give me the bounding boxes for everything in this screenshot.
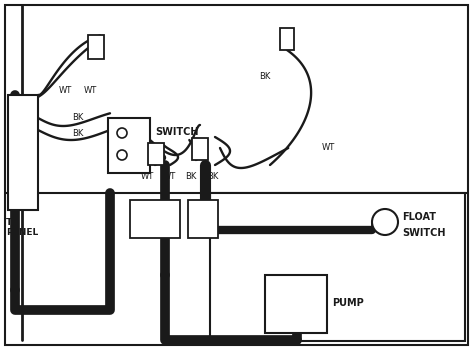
Circle shape bbox=[372, 209, 398, 235]
Text: BK: BK bbox=[72, 113, 83, 122]
Bar bbox=[188, 200, 218, 238]
Circle shape bbox=[117, 150, 127, 160]
Bar bbox=[8, 95, 38, 210]
Text: WT: WT bbox=[58, 86, 72, 95]
Text: WT: WT bbox=[163, 172, 176, 181]
Bar bbox=[280, 28, 294, 50]
Text: BK: BK bbox=[207, 172, 219, 181]
Bar bbox=[148, 143, 164, 165]
Bar bbox=[210, 193, 465, 341]
Text: TO
PANEL: TO PANEL bbox=[6, 218, 38, 237]
Text: WT: WT bbox=[83, 86, 97, 95]
Text: WT: WT bbox=[322, 144, 335, 152]
Text: BK: BK bbox=[72, 128, 83, 138]
Text: SWITCH: SWITCH bbox=[155, 127, 199, 137]
Circle shape bbox=[117, 128, 127, 138]
Text: BK: BK bbox=[185, 172, 197, 181]
Bar bbox=[108, 118, 150, 173]
Bar bbox=[265, 275, 327, 333]
Text: PUMP: PUMP bbox=[332, 298, 364, 308]
Text: BK: BK bbox=[259, 72, 271, 81]
Bar bbox=[88, 35, 104, 59]
Text: SWITCH: SWITCH bbox=[402, 228, 446, 238]
Text: FLOAT: FLOAT bbox=[402, 212, 436, 222]
Bar bbox=[192, 138, 208, 160]
Bar bbox=[130, 200, 180, 238]
Text: WT: WT bbox=[140, 172, 154, 181]
